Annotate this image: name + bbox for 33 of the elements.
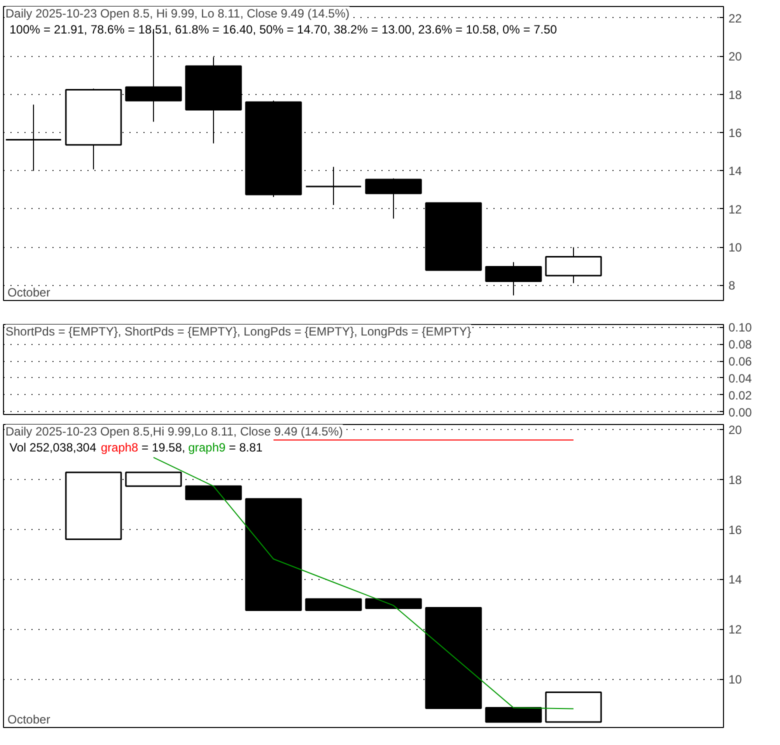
y-tick-label: 16 (728, 126, 742, 140)
y-tick-label: 0.04 (728, 371, 752, 386)
y-tick-label: 8 (728, 278, 736, 293)
y-tick-label: 10 (728, 672, 742, 687)
y-tick-label: 0.00 (728, 405, 752, 420)
y-tick-label: 22 (728, 11, 742, 26)
y-tick-label: 14 (728, 164, 742, 178)
y-tick-label: 14 (728, 572, 742, 587)
annotation: = 8.81 (228, 440, 263, 454)
text: Vol 252,038,304 (10, 440, 97, 454)
text: 100% = 21.91, 78.6% = 18.51, 61.8% = 16.40, 50% = 14.70, 38.2% = 13.00, 23.6% = 10.58, 0% = 7.50 (10, 22, 558, 36)
y-tick-label: 0.08 (728, 338, 752, 352)
text: graph8 (100, 440, 139, 454)
y-tick-label: 12 (728, 622, 742, 637)
y-tick-label: 12 (728, 202, 742, 216)
annotation: = 19.58, (142, 440, 186, 454)
y-tick-label: 0.10 (728, 320, 752, 335)
series-label: graph9 (188, 440, 226, 454)
y-tick-label: 16 (728, 522, 742, 537)
y-tick-label: 18 (728, 472, 742, 487)
y-tick-label: 20 (728, 422, 742, 437)
y-tick-label: 10 (728, 240, 742, 255)
y-tick-label: 0.06 (728, 354, 752, 369)
y-tick-label: 18 (728, 88, 742, 102)
line-series (153, 456, 574, 710)
chart-title: Daily 2025-10-23 Open 8.5, Hi 9.99, Lo 8.11, Close 9.49 (14.5%) (6, 6, 350, 20)
candlestick (305, 166, 362, 206)
chart-title: ShortPds = {EMPTY}, ShortPds = {EMPTY}, LongPds = {EMPTY}, LongPds = {EMPTY} (6, 324, 472, 338)
annotation: October (8, 712, 50, 726)
y-tick-label: 20 (728, 50, 742, 64)
annotation: October (8, 286, 50, 300)
chart-title: Daily 2025-10-23 Open 8.5,Hi 9.99,Lo 8.11, Close 9.49 (14.5%) (6, 424, 343, 438)
y-tick-label: 0.02 (728, 388, 752, 402)
